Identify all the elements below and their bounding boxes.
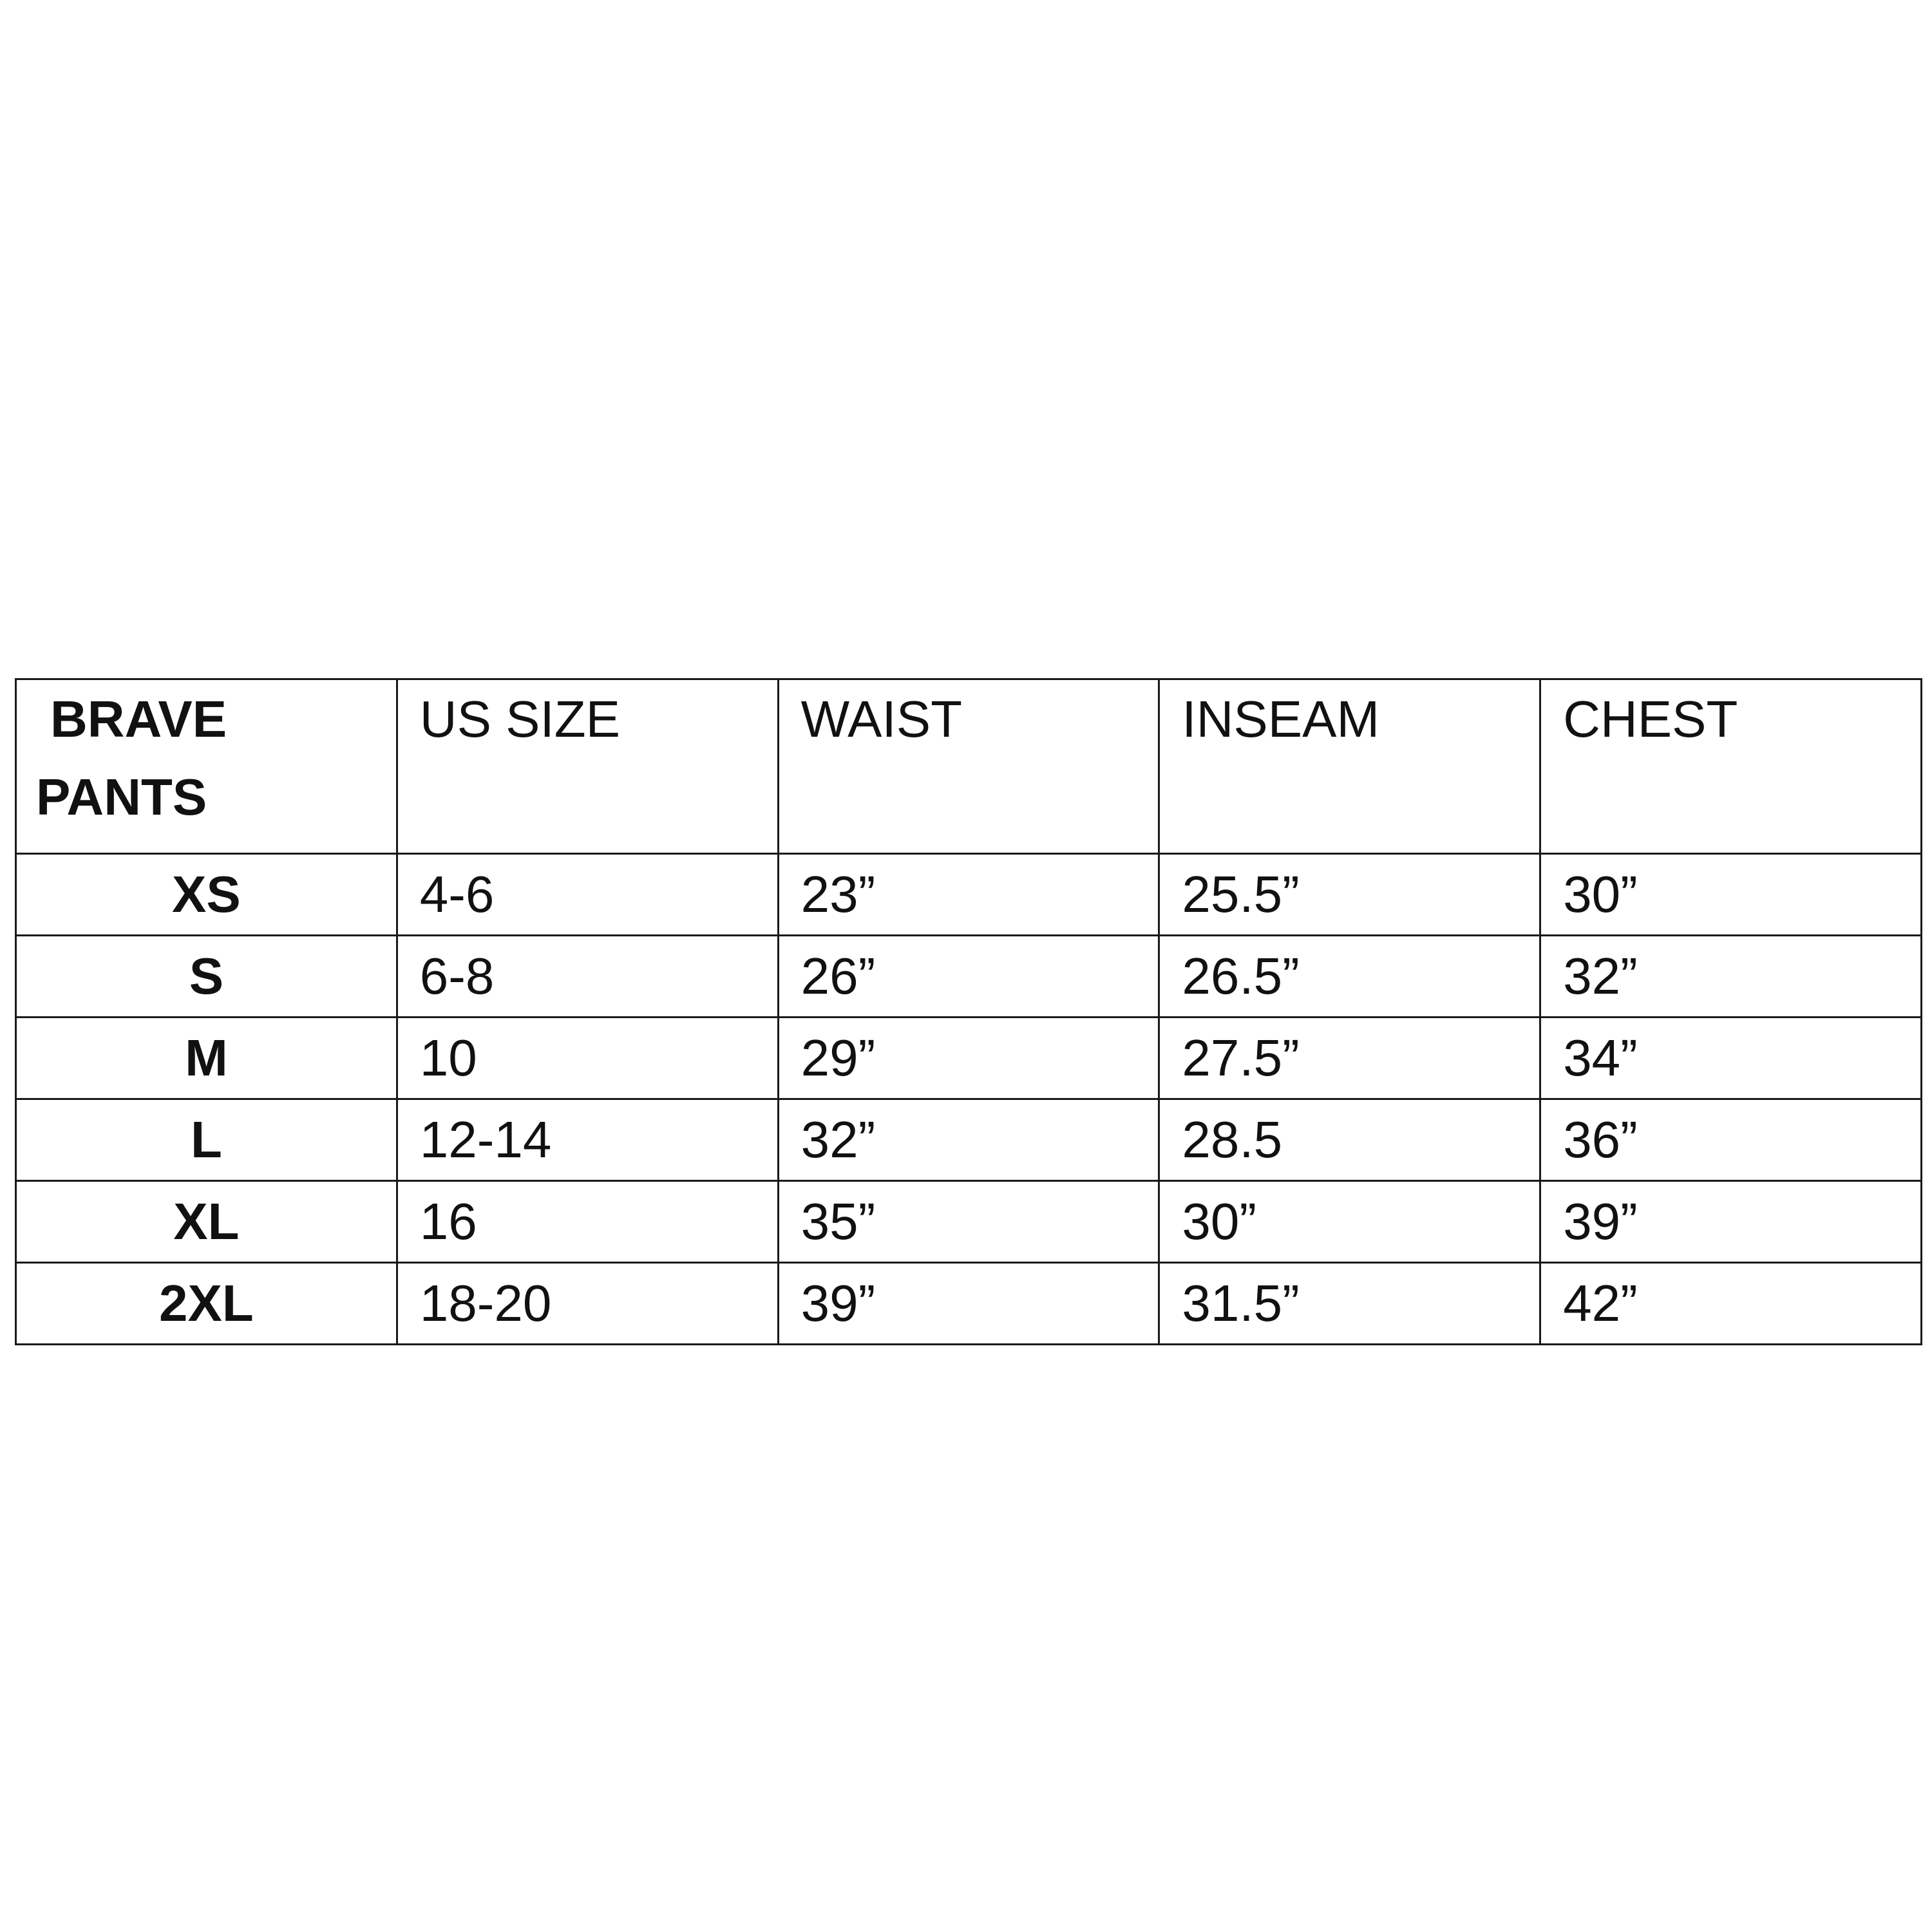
header-row: BRAVE PANTS US SIZE WAIST INSEAM CHEST bbox=[15, 678, 1922, 855]
waist-cell: 32” bbox=[777, 1098, 1160, 1182]
chest-cell: 30” bbox=[1539, 853, 1922, 936]
header-chest: CHEST bbox=[1539, 678, 1922, 855]
inseam-cell: 30” bbox=[1158, 1180, 1542, 1264]
inseam-cell: 25.5” bbox=[1158, 853, 1542, 936]
us-size-cell: 6-8 bbox=[395, 934, 779, 1018]
chest-cell: 39” bbox=[1539, 1180, 1922, 1264]
brand-line-2: PANTS bbox=[36, 768, 207, 826]
chest-cell: 42” bbox=[1539, 1262, 1922, 1345]
chest-cell: 34” bbox=[1539, 1016, 1922, 1100]
us-size-cell: 4-6 bbox=[395, 853, 779, 936]
table-row: L 12-14 32” 28.5 36” bbox=[15, 1098, 1922, 1182]
chest-cell: 36” bbox=[1539, 1098, 1922, 1182]
chest-cell: 32” bbox=[1539, 934, 1922, 1018]
waist-cell: 29” bbox=[777, 1016, 1160, 1100]
header-inseam: INSEAM bbox=[1158, 678, 1542, 855]
waist-cell: 26” bbox=[777, 934, 1160, 1018]
size-cell: 2XL bbox=[15, 1262, 398, 1345]
inseam-cell: 31.5” bbox=[1158, 1262, 1542, 1345]
size-cell: S bbox=[15, 934, 398, 1018]
waist-cell: 23” bbox=[777, 853, 1160, 936]
table-row: XL 16 35” 30” 39” bbox=[15, 1180, 1922, 1264]
header-waist: WAIST bbox=[777, 678, 1160, 855]
us-size-cell: 10 bbox=[395, 1016, 779, 1100]
inseam-cell: 27.5” bbox=[1158, 1016, 1542, 1100]
table-row: XS 4-6 23” 25.5” 30” bbox=[15, 853, 1922, 936]
us-size-cell: 12-14 bbox=[395, 1098, 779, 1182]
waist-cell: 39” bbox=[777, 1262, 1160, 1345]
table-row: 2XL 18-20 39” 31.5” 42” bbox=[15, 1262, 1922, 1345]
inseam-cell: 26.5” bbox=[1158, 934, 1542, 1018]
size-cell: XL bbox=[15, 1180, 398, 1264]
us-size-cell: 18-20 bbox=[395, 1262, 779, 1345]
size-chart-table: BRAVE PANTS US SIZE WAIST INSEAM CHEST X… bbox=[15, 678, 1922, 1345]
size-cell: XS bbox=[15, 853, 398, 936]
waist-cell: 35” bbox=[777, 1180, 1160, 1264]
brand-line-1: BRAVE bbox=[50, 690, 227, 748]
header-waist-label: WAIST bbox=[800, 690, 962, 748]
header-chest-label: CHEST bbox=[1563, 690, 1738, 748]
header-us-size-label: US SIZE bbox=[419, 690, 620, 748]
header-brand: BRAVE PANTS bbox=[15, 678, 398, 855]
table-row: S 6-8 26” 26.5” 32” bbox=[15, 934, 1922, 1018]
size-cell: M bbox=[15, 1016, 398, 1100]
inseam-cell: 28.5 bbox=[1158, 1098, 1542, 1182]
us-size-cell: 16 bbox=[395, 1180, 779, 1264]
table-row: M 10 29” 27.5” 34” bbox=[15, 1016, 1922, 1100]
size-cell: L bbox=[15, 1098, 398, 1182]
header-inseam-label: INSEAM bbox=[1182, 690, 1380, 748]
header-us-size: US SIZE bbox=[395, 678, 779, 855]
